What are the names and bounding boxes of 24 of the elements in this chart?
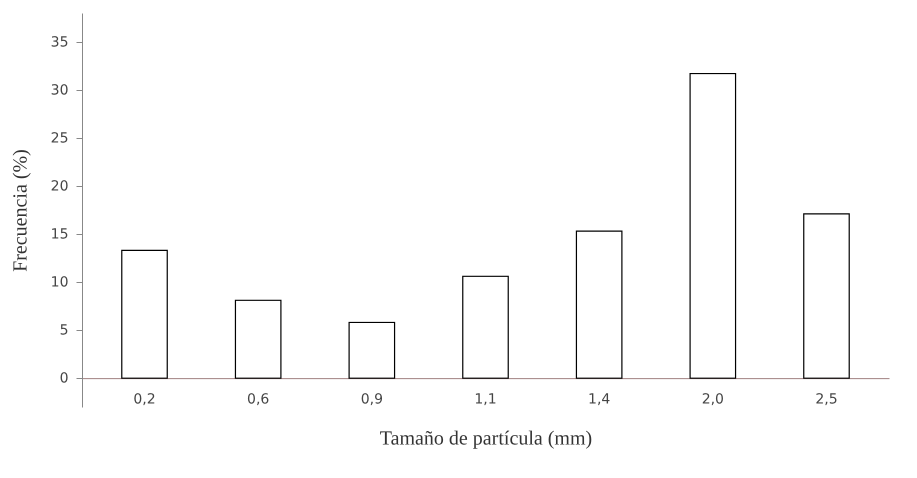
y-axis-title: Frecuencia (%) bbox=[10, 149, 32, 272]
bar bbox=[348, 322, 396, 379]
x-tick-label: 0,2 bbox=[133, 392, 156, 408]
x-tick-label: 0,6 bbox=[247, 392, 270, 408]
bar bbox=[803, 213, 850, 379]
bar bbox=[462, 276, 509, 379]
y-tick-label: 0 bbox=[60, 370, 68, 387]
y-tick-label: 15 bbox=[50, 226, 68, 243]
x-axis-title: Tamaño de partícula (mm) bbox=[380, 428, 592, 450]
y-tick-label: 35 bbox=[50, 34, 68, 50]
bar bbox=[689, 72, 736, 379]
x-tick-label: 2,5 bbox=[815, 392, 838, 408]
x-tick-label: 1,1 bbox=[474, 392, 497, 408]
bar bbox=[576, 230, 622, 379]
x-tick-label: 2,0 bbox=[702, 392, 724, 408]
y-tick-label: 25 bbox=[50, 130, 68, 146]
x-tick-label: 1,4 bbox=[588, 392, 610, 408]
y-tick-label: 10 bbox=[50, 274, 68, 291]
x-tick-label: 0,9 bbox=[360, 392, 383, 408]
bar bbox=[121, 250, 168, 379]
bar bbox=[234, 300, 282, 379]
y-tick-label: 5 bbox=[60, 322, 68, 339]
y-tick-label: 20 bbox=[50, 178, 68, 194]
y-tick-label: 30 bbox=[50, 82, 68, 98]
